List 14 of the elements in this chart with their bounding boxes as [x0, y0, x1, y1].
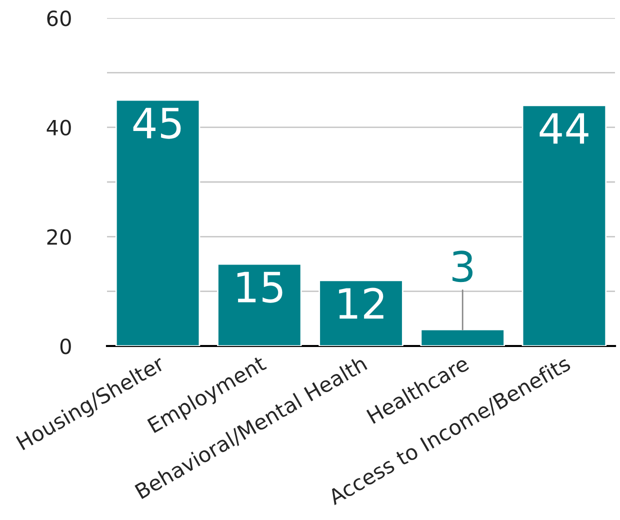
y-tick-label: 20: [47, 229, 71, 245]
data-label: 12: [339, 288, 384, 319]
data-label: 44: [540, 113, 588, 144]
y-tick-label: 0: [60, 338, 71, 354]
bar: [318, 280, 404, 346]
data-label: 15: [237, 272, 282, 303]
y-tick-label: 60: [47, 10, 71, 26]
data-label: 3: [452, 250, 473, 282]
bar: [217, 263, 302, 346]
y-tick-label: 40: [46, 120, 71, 136]
bar: [420, 328, 505, 346]
bar: [115, 99, 200, 346]
data-label: 45: [133, 108, 181, 139]
bar: [522, 104, 607, 346]
